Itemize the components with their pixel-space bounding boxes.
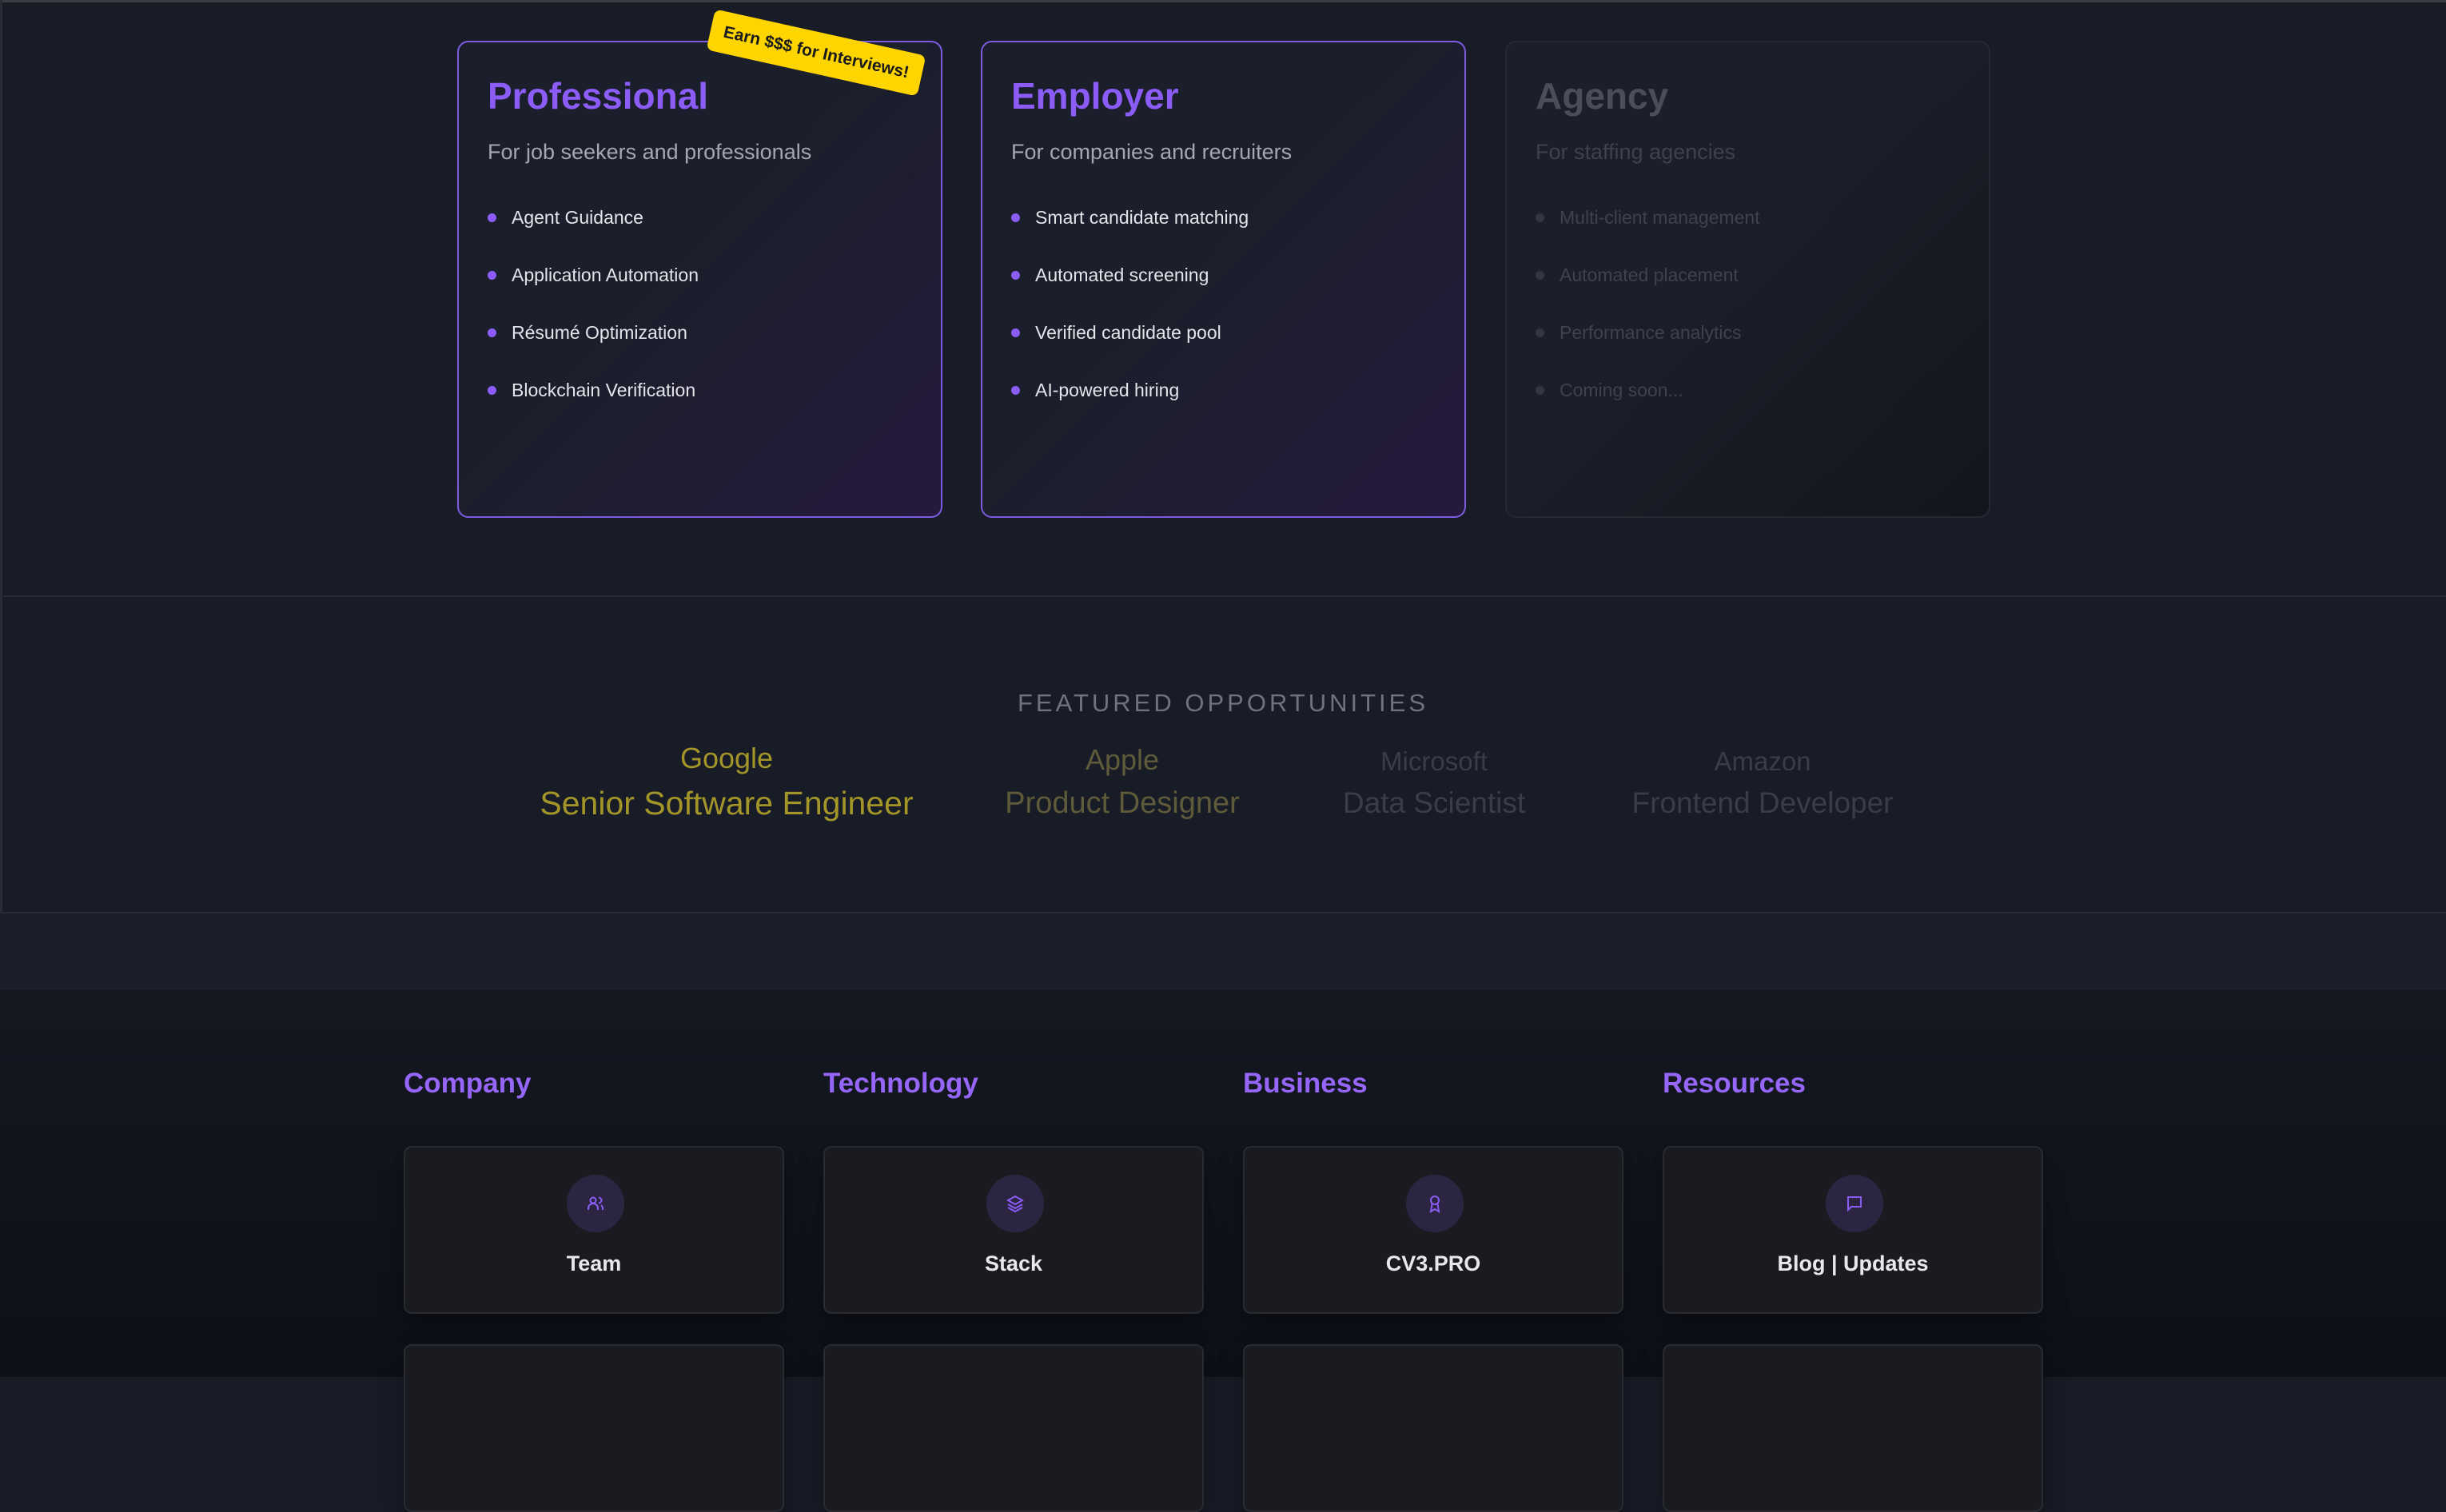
bullet-icon xyxy=(1011,328,1020,337)
card-label: Stack xyxy=(984,1251,1043,1275)
feature-label: Smart candidate matching xyxy=(1035,206,1249,228)
plan-subtitle: For staffing agencies xyxy=(1536,140,1736,164)
feature-label: Automated placement xyxy=(1560,264,1739,285)
left-border xyxy=(0,0,2,1377)
section-divider xyxy=(0,595,2446,597)
feature-item: Multi-client management xyxy=(1536,189,1960,246)
plan-card-agency: Agency For staffing agencies Multi-clien… xyxy=(1505,41,1990,518)
feature-item: Résumé Optimization xyxy=(488,304,912,361)
feature-item: Smart candidate matching xyxy=(1011,189,1436,246)
card-label: CV3.PRO xyxy=(1385,1251,1481,1275)
users-icon xyxy=(567,1175,624,1232)
feature-item: Automated screening xyxy=(1011,246,1436,304)
footer-column-company: Company Team xyxy=(404,1068,784,1512)
feature-label: Résumé Optimization xyxy=(512,321,687,343)
opportunity-apple[interactable]: Apple Product Designer xyxy=(1005,743,1240,821)
company-name: Amazon xyxy=(1714,746,1811,776)
card-label: Team xyxy=(566,1251,622,1275)
bullet-icon xyxy=(1011,213,1020,222)
role-title: Data Scientist xyxy=(1342,786,1526,819)
plan-title: Professional xyxy=(488,75,709,117)
feature-label: Agent Guidance xyxy=(512,206,643,228)
card-label: Blog | Updates xyxy=(1777,1251,1929,1275)
bullet-icon xyxy=(1536,213,1544,222)
plan-title: Employer xyxy=(1011,75,1179,117)
footer-card[interactable] xyxy=(1663,1344,2043,1512)
plan-subtitle: For companies and recruiters xyxy=(1011,140,1293,164)
column-heading: Technology xyxy=(823,1068,978,1099)
footer-card[interactable] xyxy=(404,1344,784,1512)
opportunity-google[interactable]: Google Senior Software Engineer xyxy=(540,742,913,822)
bullet-icon xyxy=(488,213,496,222)
footer-column-technology: Technology Stack xyxy=(823,1068,1204,1512)
feature-label: Multi-client management xyxy=(1560,206,1760,228)
column-heading: Business xyxy=(1243,1068,1368,1099)
feature-label: Verified candidate pool xyxy=(1035,321,1221,343)
plan-card-professional[interactable]: Professional For job seekers and profess… xyxy=(457,41,942,518)
message-square-icon xyxy=(1826,1175,1883,1232)
top-border xyxy=(0,0,2446,2)
feature-label: Coming soon... xyxy=(1560,379,1683,400)
feature-label: Automated screening xyxy=(1035,264,1209,285)
feature-item: Application Automation xyxy=(488,246,912,304)
plan-card-employer[interactable]: Employer For companies and recruiters Sm… xyxy=(981,41,1466,518)
role-title: Senior Software Engineer xyxy=(540,785,914,822)
plan-subtitle: For job seekers and professionals xyxy=(488,140,812,164)
cv3pro-card[interactable]: CV3.PRO xyxy=(1243,1146,1623,1314)
column-heading: Company xyxy=(404,1068,532,1099)
blog-card[interactable]: Blog | Updates xyxy=(1663,1146,2043,1314)
bullet-icon xyxy=(1536,385,1544,395)
feature-label: Blockchain Verification xyxy=(512,379,696,400)
bullet-icon xyxy=(488,270,496,280)
stack-card[interactable]: Stack xyxy=(823,1146,1204,1314)
company-name: Apple xyxy=(1085,743,1160,776)
bullet-icon xyxy=(1536,270,1544,280)
feature-item: Agent Guidance xyxy=(488,189,912,246)
feature-item: Verified candidate pool xyxy=(1011,304,1436,361)
opportunity-amazon[interactable]: Amazon Frontend Developer xyxy=(1631,746,1893,820)
bullet-icon xyxy=(488,385,496,395)
footer-card[interactable] xyxy=(823,1344,1204,1512)
feature-item: Coming soon... xyxy=(1536,361,1960,419)
bullet-icon xyxy=(1011,270,1020,280)
feature-label: Performance analytics xyxy=(1560,321,1742,343)
company-name: Google xyxy=(679,742,774,774)
spacer-band xyxy=(0,912,2446,990)
bullet-icon xyxy=(488,328,496,337)
feature-item: Automated placement xyxy=(1536,246,1960,304)
featured-heading: FEATURED OPPORTUNITIES xyxy=(1017,689,1428,717)
team-card[interactable]: Team xyxy=(404,1146,784,1314)
role-title: Frontend Developer xyxy=(1631,786,1894,819)
footer-column-resources: Resources Blog | Updates xyxy=(1663,1068,2043,1512)
feature-item: Performance analytics xyxy=(1536,304,1960,361)
footer xyxy=(0,990,2446,1377)
footer-column-business: Business CV3.PRO xyxy=(1243,1068,1623,1512)
column-heading: Resources xyxy=(1663,1068,1806,1099)
role-title: Product Designer xyxy=(1005,786,1240,820)
layers-icon xyxy=(986,1175,1044,1232)
feature-label: AI-powered hiring xyxy=(1035,379,1180,400)
footer-card[interactable] xyxy=(1243,1344,1623,1512)
plan-title: Agency xyxy=(1536,75,1669,117)
award-icon xyxy=(1406,1175,1464,1232)
feature-item: AI-powered hiring xyxy=(1011,361,1436,419)
feature-item: Blockchain Verification xyxy=(488,361,912,419)
bullet-icon xyxy=(1011,385,1020,395)
bullet-icon xyxy=(1536,328,1544,337)
company-name: Microsoft xyxy=(1380,746,1488,776)
feature-label: Application Automation xyxy=(512,264,699,285)
opportunity-microsoft[interactable]: Microsoft Data Scientist xyxy=(1343,746,1525,820)
